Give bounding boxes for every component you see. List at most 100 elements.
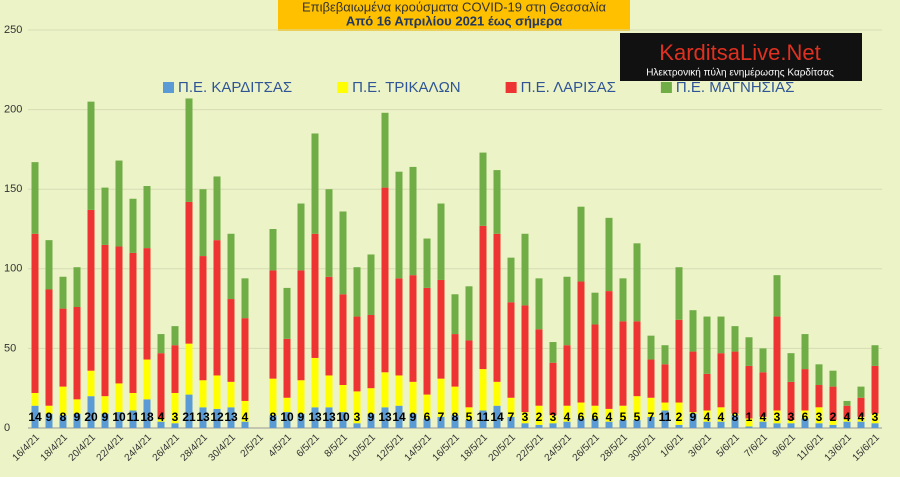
bar-segment xyxy=(73,413,81,428)
bar-segment xyxy=(87,209,95,371)
bar-segment xyxy=(759,372,767,417)
bar-segment xyxy=(619,278,627,322)
bar-segment xyxy=(857,386,865,398)
bar-segment xyxy=(129,198,137,253)
bar-segment xyxy=(353,267,361,317)
bar-segment xyxy=(535,329,543,406)
bar-segment xyxy=(241,421,249,428)
data-label: 4 xyxy=(858,410,865,424)
data-label: 11 xyxy=(659,410,672,424)
data-label: 4 xyxy=(760,410,767,424)
bar-segment xyxy=(773,316,781,411)
bar-segment xyxy=(283,287,291,339)
bar-segment xyxy=(395,171,403,279)
bar-segment xyxy=(157,421,165,428)
bar-segment xyxy=(605,421,613,428)
legend-swatch xyxy=(505,82,517,93)
bar-segment xyxy=(45,240,53,290)
bar-segment xyxy=(661,364,669,403)
bar-segment xyxy=(115,383,123,413)
bar-segment xyxy=(549,342,557,363)
legend-swatch xyxy=(660,82,672,93)
y-tick-label: 0 xyxy=(4,422,10,434)
bar-segment xyxy=(521,233,529,306)
bar-segment xyxy=(549,423,557,428)
bar-segment xyxy=(437,378,445,417)
bar-segment xyxy=(549,362,557,416)
bar-segment xyxy=(87,396,95,428)
bar-segment xyxy=(115,412,123,428)
bar-segment xyxy=(745,418,753,427)
bar-segment xyxy=(171,326,179,346)
bar-segment xyxy=(577,402,585,419)
title-box xyxy=(278,0,630,31)
bar-segment xyxy=(297,203,305,271)
bar-segment xyxy=(619,420,627,428)
bar-segment xyxy=(465,286,473,341)
data-label: 9 xyxy=(298,410,305,424)
bar-segment xyxy=(675,402,683,425)
bar-segment xyxy=(633,396,641,421)
data-label: 3 xyxy=(172,410,179,424)
legend-label: Π.Ε. ΛΑΡΙΣΑΣ xyxy=(521,79,616,96)
bar-segment xyxy=(577,418,585,428)
y-tick-label: 150 xyxy=(4,183,22,195)
data-label: 4 xyxy=(704,410,711,424)
bar-segment xyxy=(717,421,725,428)
bar-segment xyxy=(633,321,641,397)
data-label: 9 xyxy=(102,410,109,424)
bar-segment xyxy=(605,291,613,409)
bar-segment xyxy=(213,408,221,428)
bar-segment xyxy=(675,267,683,320)
bar-segment xyxy=(857,421,865,428)
bar-segment xyxy=(395,375,403,406)
legend-label: Π.Ε. ΤΡΙΚΑΛΩΝ xyxy=(352,79,460,96)
data-label: 8 xyxy=(732,410,739,424)
data-label: 13 xyxy=(378,410,392,424)
bar-segment xyxy=(45,413,53,428)
data-label: 4 xyxy=(158,410,165,424)
data-label: 11 xyxy=(127,410,140,424)
data-label: 6 xyxy=(578,410,585,424)
bar-segment xyxy=(367,254,375,315)
bar-segment xyxy=(31,233,39,393)
data-label: 9 xyxy=(46,410,53,424)
bar-segment xyxy=(59,386,67,416)
bar-segment xyxy=(367,388,375,414)
data-label: 13 xyxy=(308,410,322,424)
bar-segment xyxy=(129,410,137,428)
bar-segment xyxy=(409,166,417,276)
bar-segment xyxy=(241,278,249,319)
bar-segment xyxy=(563,345,571,406)
bar-segment xyxy=(199,380,207,408)
bar-segment xyxy=(857,416,865,422)
bar-segment xyxy=(815,407,823,424)
bar-segment xyxy=(367,314,375,389)
bar-segment xyxy=(199,256,207,381)
legend-label: Π.Ε. ΜΑΓΝΗΣΙΑΣ xyxy=(676,79,794,96)
bar-segment xyxy=(647,335,655,360)
data-label: 6 xyxy=(424,410,431,424)
bar-segment xyxy=(381,372,389,408)
bar-segment xyxy=(465,420,473,428)
bar-segment xyxy=(31,162,39,234)
bar-segment xyxy=(647,416,655,428)
y-tick-label: 250 xyxy=(4,24,22,36)
bar-segment xyxy=(521,412,529,424)
bar-segment xyxy=(745,337,753,366)
bar-segment xyxy=(689,413,697,428)
data-label: 2 xyxy=(676,410,683,424)
bar-segment xyxy=(787,420,795,424)
data-label: 10 xyxy=(280,410,294,424)
bar-segment xyxy=(563,276,571,346)
bar-segment xyxy=(437,416,445,428)
bar-segment xyxy=(773,423,781,428)
bar-segment xyxy=(633,420,641,428)
data-label: 10 xyxy=(112,410,126,424)
bar-segment xyxy=(45,289,53,406)
bar-segment xyxy=(311,407,319,428)
bar-segment xyxy=(31,405,39,428)
bar-segment xyxy=(717,407,725,422)
data-label: 4 xyxy=(564,410,571,424)
bar-segment xyxy=(59,308,67,387)
